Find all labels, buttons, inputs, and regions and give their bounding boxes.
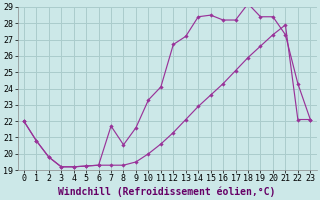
X-axis label: Windchill (Refroidissement éolien,°C): Windchill (Refroidissement éolien,°C) [58, 186, 276, 197]
